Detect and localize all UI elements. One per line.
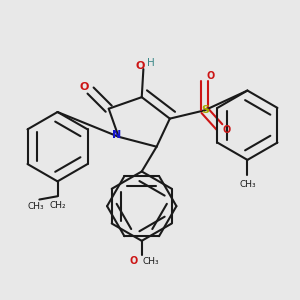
Text: S: S [201,105,209,115]
Text: O: O [223,125,231,135]
Text: O: O [80,82,89,92]
Text: CH₃: CH₃ [28,202,44,211]
Text: CH₂: CH₂ [50,201,67,210]
Text: CH₃: CH₃ [143,257,159,266]
Text: O: O [135,61,145,71]
Text: O: O [207,71,215,81]
Text: O: O [129,256,138,266]
Text: H: H [147,58,154,68]
Text: CH₃: CH₃ [240,179,256,188]
Text: N: N [112,130,122,140]
